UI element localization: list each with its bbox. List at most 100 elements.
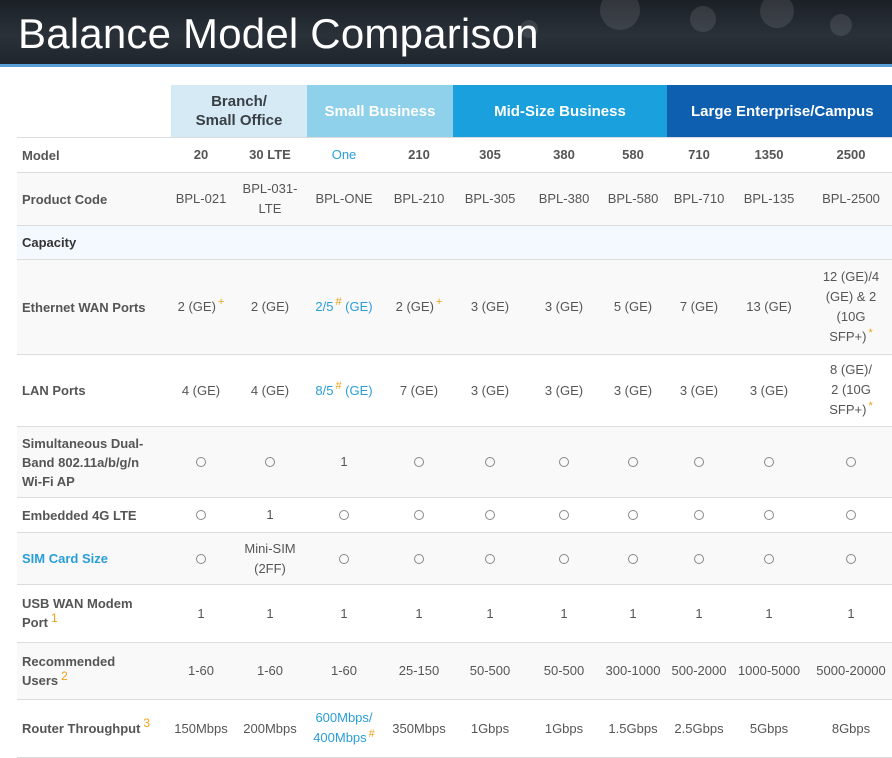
hash-footnote-mark: # xyxy=(335,296,342,308)
table-cell: 1-60 xyxy=(235,643,305,699)
cell-text: 1-60 xyxy=(187,663,215,678)
cell-text: 1 xyxy=(629,605,637,621)
model-name: 1350 xyxy=(754,147,784,162)
sim-card-size-link[interactable]: SIM Card Size xyxy=(22,551,108,566)
table-cell: BPL-580 xyxy=(598,173,668,225)
table-cell: 1 xyxy=(455,585,525,642)
cell-text: 350Mbps xyxy=(392,720,446,736)
section-header-capacity: Capacity xyxy=(17,225,892,259)
plus-footnote-mark: + xyxy=(217,296,225,308)
cell-text: 1 xyxy=(266,507,274,522)
table-cell: 2/5 # (GE) xyxy=(309,260,379,354)
tier-label: Small Office xyxy=(195,112,283,129)
table-cell xyxy=(816,533,886,584)
table-cell: 2 (GE) xyxy=(235,260,305,354)
table-cell: 1 xyxy=(816,585,886,642)
header-banner: Balance Model Comparison xyxy=(0,0,892,64)
table-cell: 1 xyxy=(664,585,734,642)
table-row-model: Model 20 30 LTE One 210 305 380 580 710 1350 2500 xyxy=(17,137,892,172)
cell-text: 5Gbps xyxy=(749,720,789,736)
model-name: 2500 xyxy=(836,147,866,162)
footnote-marker[interactable]: 3 xyxy=(143,716,151,730)
circle-outline-icon xyxy=(764,457,774,467)
table-cell xyxy=(529,533,599,584)
tier-small-business: Small Business xyxy=(307,85,453,137)
table-cell: 25-150 xyxy=(384,643,454,699)
cell-text: 3 (GE) xyxy=(544,382,584,398)
cell-text: 4 (GE) xyxy=(181,382,221,398)
circle-outline-icon xyxy=(764,510,774,520)
table-cell: 1 xyxy=(235,585,305,642)
table-cell: 3 (GE) xyxy=(529,260,599,354)
row-label-line: Port xyxy=(22,615,48,630)
table-cell: 12 (GE)/4 (GE) & 2 (10G SFP+) * xyxy=(816,260,886,354)
table-cell xyxy=(166,498,236,532)
row-label: Recommended Users 2 xyxy=(22,643,172,699)
cell-text: 1-60 xyxy=(256,663,284,678)
table-cell xyxy=(384,498,454,532)
table-cell: 8Gbps xyxy=(816,700,886,757)
circle-outline-icon xyxy=(846,553,856,564)
cell-text: BPL-710 xyxy=(673,191,725,206)
cell-text: BPL-380 xyxy=(538,191,590,206)
cell-text: 1 xyxy=(197,605,205,621)
cell-text: BPL-021 xyxy=(175,191,227,206)
circle-outline-icon xyxy=(559,553,569,564)
table-cell: 3 (GE) xyxy=(455,355,525,426)
decorative-bokeh xyxy=(830,14,852,36)
cell-text: 1.5Gbps xyxy=(608,720,658,736)
row-label: Router Throughput 3 xyxy=(22,700,172,757)
cell-text: 8Gbps xyxy=(831,720,871,736)
table-cell xyxy=(529,427,599,497)
model-name: 305 xyxy=(479,147,501,162)
table-cell xyxy=(309,533,379,584)
model-380: 380 xyxy=(529,138,599,172)
cell-text: 1 xyxy=(340,454,348,469)
cell-text: BPL-210 xyxy=(393,191,445,206)
model-20: 20 xyxy=(166,138,236,172)
circle-outline-icon xyxy=(196,510,206,520)
tier-label: Large Enterprise/Campus xyxy=(691,102,874,120)
footnote-marker[interactable]: 2 xyxy=(61,668,68,683)
cell-text: 5 (GE) xyxy=(613,299,653,314)
row-label: Product Code xyxy=(22,191,108,207)
model-one[interactable]: One xyxy=(309,138,379,172)
model-name: 30 LTE xyxy=(249,147,291,162)
table-cell: BPL-210 xyxy=(384,173,454,225)
table-cell: 5 (GE) xyxy=(598,260,668,354)
cell-text: 3 (GE) xyxy=(749,382,789,398)
circle-outline-icon xyxy=(628,553,638,564)
row-label-line: USB WAN Modem xyxy=(22,596,133,611)
cell-text: 3 (GE) xyxy=(470,299,510,314)
table-cell: 1 xyxy=(529,585,599,642)
hash-footnote-mark: # xyxy=(368,728,375,740)
decorative-bokeh xyxy=(600,0,640,30)
cell-text-line: SFP+) * xyxy=(829,326,873,344)
table-cell: 5000-20000 xyxy=(816,643,886,699)
circle-outline-icon xyxy=(414,553,424,564)
table-cell xyxy=(455,498,525,532)
tier-mid-size-business: Mid-Size Business xyxy=(453,85,667,137)
cell-text: 4 (GE) xyxy=(250,382,290,398)
cell-text: 2.5Gbps xyxy=(674,720,724,736)
cell-text: 50-500 xyxy=(469,663,511,678)
cell-text: 50-500 xyxy=(543,663,585,678)
row-label: Simultaneous Dual- Band 802.11a/b/g/n Wi… xyxy=(22,427,172,497)
table-cell: 3 (GE) xyxy=(734,355,804,426)
model-name: 710 xyxy=(688,147,710,162)
table-cell: 2 (GE) + xyxy=(166,260,236,354)
table-row-sim-card: SIM Card Size Mini-SIM (2FF) xyxy=(17,532,892,584)
cell-text: 1-60 xyxy=(330,663,358,678)
cell-text: 300-1000 xyxy=(605,663,661,678)
model-580: 580 xyxy=(598,138,668,172)
tier-branch-small-office: Branch/ Small Office xyxy=(171,85,307,137)
table-cell: BPL-305 xyxy=(455,173,525,225)
cell-text-line: 2 (10G xyxy=(831,382,871,397)
cell-text: 8/5 xyxy=(315,382,334,398)
table-cell xyxy=(598,498,668,532)
table-cell: 1-60 xyxy=(166,643,236,699)
table-cell xyxy=(235,427,305,497)
footnote-marker[interactable]: 1 xyxy=(51,611,58,625)
cell-text: 1 xyxy=(847,605,855,621)
cell-value: 8 (GE)/ 2 (10G SFP+) * xyxy=(829,360,873,421)
